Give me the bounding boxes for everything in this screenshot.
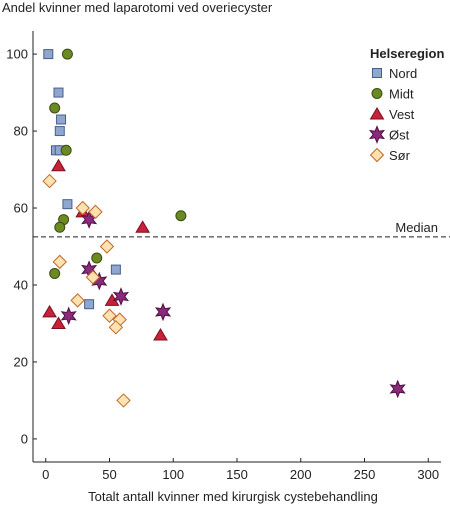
y-tick-label: 40 bbox=[14, 277, 28, 292]
x-tick-label: 50 bbox=[102, 467, 116, 482]
x-tick-label: 100 bbox=[162, 467, 184, 482]
y-tick-label: 20 bbox=[14, 354, 28, 369]
data-point bbox=[60, 144, 72, 156]
data-point bbox=[54, 221, 66, 233]
data-point bbox=[112, 287, 130, 306]
data-point bbox=[99, 239, 115, 254]
data-point bbox=[389, 379, 406, 399]
data-point bbox=[52, 254, 67, 270]
x-tick-label: 300 bbox=[417, 467, 439, 482]
y-tick-label: 80 bbox=[14, 124, 28, 139]
chart-title: Andel kvinner med laparotomi ved overiec… bbox=[2, 0, 273, 15]
legend-label: Sør bbox=[389, 148, 411, 163]
legend-marker-sør bbox=[369, 147, 385, 163]
data-point bbox=[110, 264, 121, 275]
data-point bbox=[85, 270, 101, 285]
y-axis-ticks: 0 20 40 60 80 100 bbox=[6, 47, 37, 446]
legend-label: Nord bbox=[389, 66, 417, 81]
data-point bbox=[84, 299, 95, 310]
x-axis-ticks: 0 50 100 150 200 250 300 bbox=[42, 458, 439, 482]
data-point bbox=[70, 293, 85, 308]
y-tick-label: 60 bbox=[14, 201, 28, 216]
series-vest bbox=[42, 158, 168, 341]
legend-label: Øst bbox=[389, 128, 410, 143]
median-label: Median bbox=[395, 220, 438, 235]
data-point bbox=[154, 302, 172, 322]
data-point bbox=[42, 173, 57, 189]
data-point bbox=[42, 304, 57, 318]
x-tick-label: 150 bbox=[226, 467, 248, 482]
data-point bbox=[75, 200, 90, 216]
data-point bbox=[43, 49, 54, 60]
legend: Helseregion Nord Midt Vest Øst Sør bbox=[368, 46, 444, 163]
data-point bbox=[60, 306, 77, 326]
x-tick-label: 0 bbox=[42, 467, 49, 482]
data-point bbox=[51, 316, 66, 329]
legend-marker-vest bbox=[369, 107, 385, 120]
legend-marker-nord bbox=[372, 68, 382, 78]
series-nord bbox=[43, 49, 121, 310]
data-point bbox=[175, 210, 187, 222]
y-tick-label: 100 bbox=[6, 47, 28, 62]
data-point bbox=[61, 48, 73, 60]
data-point bbox=[91, 252, 103, 264]
legend-marker-øst bbox=[368, 125, 386, 144]
data-point bbox=[135, 220, 151, 233]
legend-label: Midt bbox=[389, 87, 414, 102]
data-point bbox=[54, 126, 65, 137]
y-tick-label: 0 bbox=[21, 431, 28, 446]
data-point bbox=[53, 87, 64, 98]
data-point bbox=[56, 114, 67, 125]
series-midt bbox=[49, 48, 187, 279]
data-point bbox=[108, 320, 124, 335]
x-axis-label: Totalt antall kvinner med kirurgisk cyst… bbox=[88, 489, 378, 504]
x-tick-label: 200 bbox=[290, 467, 312, 482]
data-point bbox=[153, 328, 168, 341]
data-point bbox=[62, 199, 73, 210]
data-point bbox=[88, 204, 103, 220]
data-points bbox=[42, 48, 406, 408]
data-point bbox=[49, 267, 61, 279]
data-point bbox=[102, 308, 117, 323]
legend-marker-midt bbox=[371, 88, 383, 99]
series-sør bbox=[42, 173, 131, 408]
data-point bbox=[49, 102, 61, 114]
data-point bbox=[51, 158, 66, 172]
data-point bbox=[116, 393, 131, 408]
x-tick-label: 250 bbox=[354, 467, 376, 482]
legend-label: Vest bbox=[389, 107, 415, 122]
legend-title: Helseregion bbox=[370, 46, 444, 61]
